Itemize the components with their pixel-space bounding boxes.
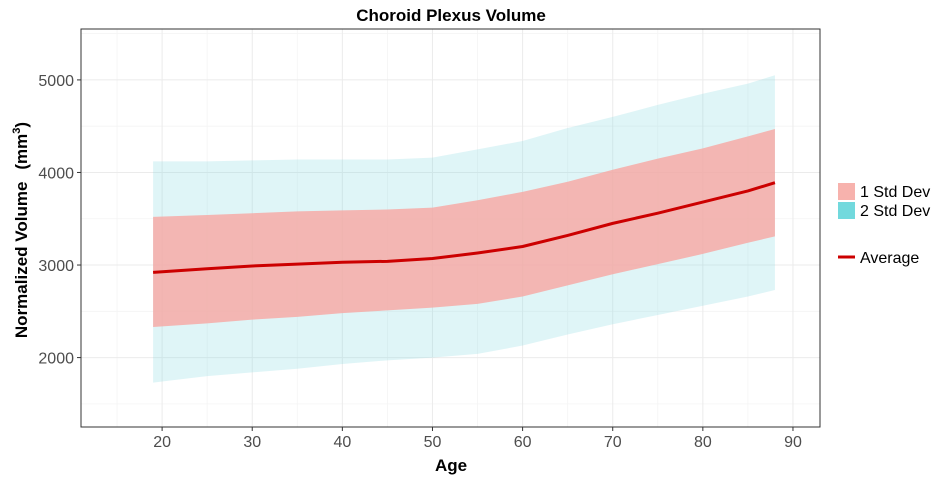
y-axis-title-unit-sup: 3 xyxy=(11,128,23,134)
legend-label-average: Average xyxy=(860,250,919,267)
line-average xyxy=(152,181,776,274)
y-axis-title-main: Normalized Volume xyxy=(12,182,31,339)
y-tick-label: 5000 xyxy=(38,73,74,90)
y-axis-title-unit: (mm xyxy=(12,134,31,170)
lines xyxy=(152,181,776,274)
legend-label-1-std-dev: 1 Std Dev xyxy=(860,184,930,201)
x-tick-label: 40 xyxy=(333,434,351,451)
x-axis: 20 30 40 50 60 70 80 90 xyxy=(153,427,802,451)
y-tick-label: 3000 xyxy=(38,258,74,275)
x-tick-label: 90 xyxy=(784,434,802,451)
chart-title: Choroid Plexus Volume xyxy=(356,6,546,25)
x-tick-label: 80 xyxy=(694,434,712,451)
y-axis-title-unit-close: ) xyxy=(12,122,31,128)
x-tick-label: 30 xyxy=(243,434,261,451)
x-axis-title: Age xyxy=(435,456,467,475)
x-tick-label: 50 xyxy=(424,434,442,451)
panel-border xyxy=(80,28,821,428)
x-tick-label: 60 xyxy=(514,434,532,451)
band-1-std-dev xyxy=(153,128,775,328)
legend-key-2-std-dev xyxy=(838,202,855,219)
y-tick-label: 2000 xyxy=(38,351,74,368)
legend-label-2-std-dev: 2 Std Dev xyxy=(860,203,930,220)
legend: 1 Std Dev 2 Std Dev Average xyxy=(838,183,930,267)
y-tick-label: 4000 xyxy=(38,165,74,182)
bands xyxy=(153,75,775,383)
legend-key-1-std-dev xyxy=(838,183,855,200)
x-tick-label: 20 xyxy=(153,434,171,451)
x-tick-label: 70 xyxy=(604,434,622,451)
y-axis-title: Normalized Volume (mm3) xyxy=(11,122,31,338)
y-axis: 2000 3000 4000 5000 xyxy=(38,73,81,368)
